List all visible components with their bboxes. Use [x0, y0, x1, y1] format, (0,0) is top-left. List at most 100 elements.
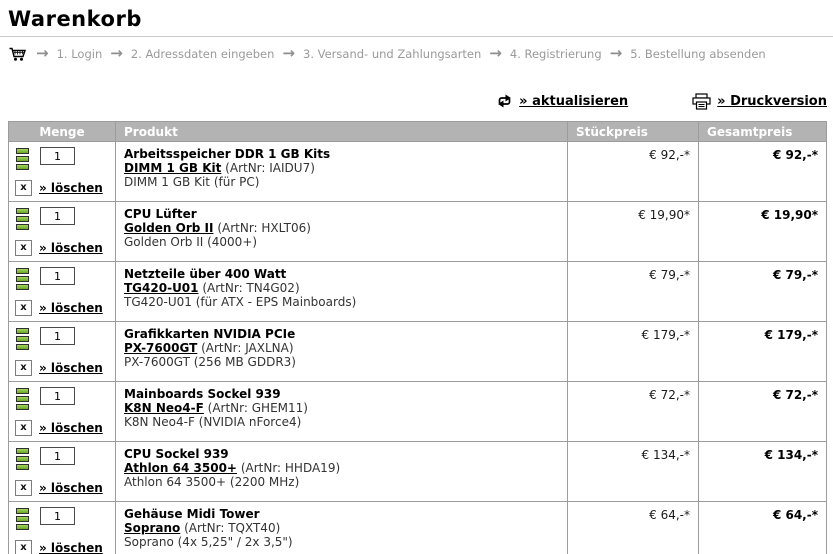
- delete-link[interactable]: » löschen: [39, 241, 103, 255]
- cart-row: x » löschen Mainboards Sockel 939 K8N Ne…: [8, 381, 827, 442]
- product-category: CPU Lüfter: [124, 207, 197, 221]
- arrow-icon: →: [36, 44, 49, 62]
- total-price: € 179,-*: [698, 321, 827, 382]
- print-link[interactable]: » Druckversion: [692, 92, 827, 110]
- product-link[interactable]: PX-7600GT: [124, 341, 198, 355]
- product-artnr: (ArtNr: HHDA19): [240, 461, 341, 475]
- unit-price: € 179,-*: [567, 321, 699, 382]
- breadcrumb: → 1. Login → 2. Adressdaten eingeben → 3…: [0, 37, 833, 63]
- delete-x-button[interactable]: x: [15, 540, 32, 554]
- stock-indicator-icon: [16, 508, 29, 530]
- cart-row: x » löschen CPU Lüfter Golden Orb II (Ar…: [8, 201, 827, 262]
- product-link[interactable]: DIMM 1 GB Kit: [124, 161, 222, 175]
- page-title: Warenkorb: [8, 7, 142, 31]
- stock-indicator-icon: [16, 388, 29, 410]
- delete-x-button[interactable]: x: [15, 420, 32, 436]
- delete-x-button[interactable]: x: [15, 180, 32, 196]
- product-link[interactable]: TG420-U01: [124, 281, 199, 295]
- total-price: € 72,-*: [698, 381, 827, 442]
- quantity-input[interactable]: [40, 447, 75, 465]
- breadcrumb-step-versand: 3. Versand- und Zahlungsarten: [303, 46, 482, 61]
- delete-x-button[interactable]: x: [15, 300, 32, 316]
- product-artnr: (ArtNr: JAXLNA): [201, 341, 294, 355]
- column-header-menge: Menge: [8, 121, 116, 142]
- cart-icon: [8, 46, 28, 62]
- delete-link[interactable]: » löschen: [39, 181, 103, 195]
- print-label: » Druckversion: [717, 93, 827, 109]
- delete-link[interactable]: » löschen: [39, 421, 103, 435]
- total-price: € 134,-*: [698, 441, 827, 502]
- printer-icon: [692, 92, 711, 110]
- arrow-icon: →: [282, 44, 295, 62]
- column-header-stueckpreis: Stückpreis: [567, 121, 699, 142]
- delete-link[interactable]: » löschen: [39, 541, 103, 554]
- delete-x-button[interactable]: x: [15, 240, 32, 256]
- product-artnr: (ArtNr: TN4G02): [202, 281, 300, 295]
- product-category: Gehäuse Midi Tower: [124, 507, 260, 521]
- unit-price: € 72,-*: [567, 381, 699, 442]
- total-price: € 92,-*: [698, 141, 827, 202]
- refresh-link[interactable]: » aktualisieren: [496, 93, 628, 109]
- unit-price: € 19,90*: [567, 201, 699, 262]
- product-description: Soprano (4x 5,25" / 2x 3,5"): [124, 535, 293, 549]
- stock-indicator-icon: [16, 268, 29, 290]
- quantity-input[interactable]: [40, 147, 75, 165]
- arrow-icon: →: [609, 44, 623, 62]
- breadcrumb-step-bestellung: 5. Bestellung absenden: [630, 46, 766, 61]
- stock-indicator-icon: [16, 148, 29, 170]
- delete-link[interactable]: » löschen: [39, 361, 103, 375]
- quantity-input[interactable]: [40, 327, 75, 345]
- cart-header-row: Menge Produkt Stückpreis Gesamtpreis: [8, 121, 827, 142]
- product-link[interactable]: Golden Orb II: [124, 221, 214, 235]
- arrow-icon: →: [110, 44, 123, 62]
- actions-row: » aktualisieren » Druckversion: [0, 90, 833, 112]
- product-description: TG420-U01 (für ATX - EPS Mainboards): [124, 295, 357, 309]
- breadcrumb-step-adressdaten: 2. Adressdaten eingeben: [130, 46, 275, 61]
- cart-row: x » löschen Arbeitsspeicher DDR 1 GB Kit…: [8, 141, 827, 202]
- quantity-input[interactable]: [40, 507, 75, 525]
- product-category: CPU Sockel 939: [124, 447, 229, 461]
- product-artnr: (ArtNr: IAIDU7): [225, 161, 315, 175]
- product-link[interactable]: Athlon 64 3500+: [124, 461, 237, 475]
- product-link[interactable]: K8N Neo4-F: [124, 401, 204, 415]
- cart-row: x » löschen Grafikkarten NVIDIA PCIe PX-…: [8, 321, 827, 382]
- unit-price: € 134,-*: [567, 441, 699, 502]
- unit-price: € 92,-*: [567, 141, 699, 202]
- breadcrumb-step-registrierung: 4. Registrierung: [509, 46, 602, 61]
- delete-x-button[interactable]: x: [15, 360, 32, 376]
- total-price: € 19,90*: [698, 201, 827, 262]
- product-category: Netzteile über 400 Watt: [124, 267, 287, 281]
- cart-row: x » löschen Gehäuse Midi Tower Soprano (…: [8, 501, 827, 554]
- breadcrumb-step-login: 1. Login: [56, 46, 103, 61]
- product-description: DIMM 1 GB Kit (für PC): [124, 175, 260, 189]
- unit-price: € 64,-*: [567, 501, 699, 554]
- cart-row: x » löschen Netzteile über 400 Watt TG42…: [8, 261, 827, 322]
- refresh-label: » aktualisieren: [519, 93, 629, 109]
- quantity-input[interactable]: [40, 267, 75, 285]
- delete-link[interactable]: » löschen: [39, 481, 103, 495]
- stock-indicator-icon: [16, 448, 29, 470]
- quantity-input[interactable]: [40, 387, 75, 405]
- product-category: Grafikkarten NVIDIA PCIe: [124, 327, 296, 341]
- product-description: Golden Orb II (4000+): [124, 235, 258, 249]
- unit-price: € 79,-*: [567, 261, 699, 322]
- total-price: € 79,-*: [698, 261, 827, 322]
- arrow-icon: →: [489, 44, 502, 62]
- delete-x-button[interactable]: x: [15, 480, 32, 496]
- column-header-gesamtpreis: Gesamtpreis: [698, 121, 827, 142]
- product-artnr: (ArtNr: GHEM11): [207, 401, 308, 415]
- stock-indicator-icon: [16, 208, 29, 230]
- product-category: Mainboards Sockel 939: [124, 387, 281, 401]
- delete-link[interactable]: » löschen: [39, 301, 103, 315]
- quantity-input[interactable]: [40, 207, 75, 225]
- product-description: K8N Neo4-F (NVIDIA nForce4): [124, 415, 302, 429]
- product-description: Athlon 64 3500+ (2200 MHz): [124, 475, 300, 489]
- cart-table: Menge Produkt Stückpreis Gesamtpreis x »…: [8, 121, 827, 554]
- product-artnr: (ArtNr: HXLT06): [217, 221, 311, 235]
- title-divider: [0, 36, 833, 37]
- refresh-icon: [496, 93, 513, 109]
- product-link[interactable]: Soprano: [124, 521, 181, 535]
- column-header-produkt: Produkt: [115, 121, 568, 142]
- product-artnr: (ArtNr: TQXT40): [184, 521, 281, 535]
